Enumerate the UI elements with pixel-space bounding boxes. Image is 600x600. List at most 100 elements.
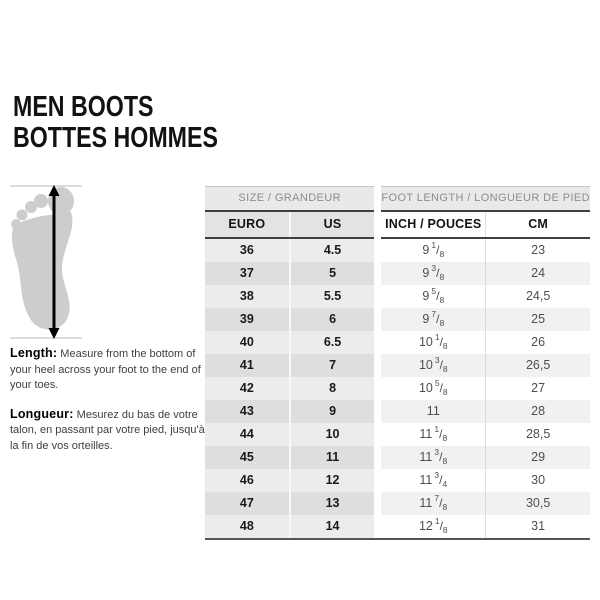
us-cell: 13 — [325, 496, 340, 510]
group-header-foot-length: FOOT LENGTH / LONGUEUR DE PIED — [381, 187, 590, 212]
inch-cell: 12 1/8 — [381, 515, 487, 538]
inch-cell: 11 — [381, 400, 487, 423]
foot-length-group: FOOT LENGTH / LONGUEUR DE PIED INCH / PO… — [381, 186, 590, 538]
us-cell: 12 — [325, 473, 340, 487]
column-header-us: US — [323, 217, 342, 231]
euro-cell: 39 — [205, 308, 291, 331]
table-row: 46 12 — [205, 469, 375, 492]
inch-cell: 11 7/8 — [381, 492, 487, 515]
length-label-en: Length: — [10, 346, 58, 360]
us-cell: 10 — [325, 427, 340, 441]
us-cell: 5 — [329, 266, 337, 280]
cm-cell: 30 — [531, 473, 546, 487]
table-row: 38 5.5 — [205, 285, 375, 308]
inch-cell: 11 3/4 — [381, 469, 487, 492]
table-row: 9 3/8 24 — [381, 262, 590, 285]
us-cell: 4.5 — [323, 243, 342, 257]
length-label-fr: Longueur: — [10, 406, 74, 421]
cm-cell: 25 — [531, 312, 546, 326]
cm-cell: 29 — [531, 450, 546, 464]
cm-cell: 26 — [531, 335, 546, 349]
euro-cell: 41 — [205, 354, 291, 377]
inch-cell: 9 7/8 — [381, 308, 487, 331]
table-row: 9 7/8 25 — [381, 308, 590, 331]
us-cell: 5.5 — [323, 289, 342, 303]
us-cell: 6.5 — [323, 335, 342, 349]
title-fr: BOTTES HOMMES — [13, 122, 218, 154]
group-header-size: SIZE / GRANDEUR — [205, 187, 375, 212]
length-text-fr: Mesurez du bas de votre talon, en passan… — [10, 408, 205, 452]
column-header-cm: CM — [528, 217, 549, 231]
table-row: 44 10 — [205, 423, 375, 446]
euro-cell: 47 — [205, 492, 291, 515]
euro-cell: 44 — [205, 423, 291, 446]
cm-cell: 24,5 — [525, 289, 551, 303]
foot-outline-icon — [11, 187, 74, 330]
table-row: 36 4.5 — [205, 239, 375, 262]
table-row: 9 1/8 23 — [381, 239, 590, 262]
table-row: 10 3/8 26,5 — [381, 354, 590, 377]
cm-cell: 23 — [531, 243, 546, 257]
us-cell: 6 — [329, 312, 337, 326]
euro-cell: 46 — [205, 469, 291, 492]
cm-cell: 26,5 — [525, 358, 551, 372]
cm-cell: 24 — [531, 266, 546, 280]
us-cell: 11 — [325, 450, 340, 464]
euro-cell: 40 — [205, 331, 291, 354]
length-rows: 9 1/8 23 9 3/8 24 9 5/8 24,5 9 7/8 25 10 1/8 26 10 3/8 26… — [381, 239, 590, 538]
table-row: 9 5/8 24,5 — [381, 285, 590, 308]
table-row: 41 7 — [205, 354, 375, 377]
inch-cell: 10 5/8 — [381, 377, 487, 400]
euro-cell: 38 — [205, 285, 291, 308]
column-headers-size: EURO US — [205, 212, 375, 239]
cm-cell: 30,5 — [525, 496, 551, 510]
page-title: MEN BOOTS BOTTES HOMMES — [13, 92, 218, 154]
table-row: 48 14 — [205, 515, 375, 538]
table-row: 43 9 — [205, 400, 375, 423]
column-headers-foot-length: INCH / POUCES CM — [381, 212, 590, 239]
us-cell: 14 — [325, 519, 340, 533]
table-row: 11 7/8 30,5 — [381, 492, 590, 515]
table-row: 11 1/8 28,5 — [381, 423, 590, 446]
cm-cell: 28,5 — [525, 427, 551, 441]
foot-sole-icon — [10, 185, 82, 339]
cm-cell: 27 — [531, 381, 546, 395]
column-header-inch: INCH / POUCES — [381, 212, 487, 237]
size-rows: 36 4.5 37 5 38 5.5 39 6 40 6.5 41 7 42 8 43 9 44 10 45 11 46… — [205, 239, 375, 538]
euro-cell: 48 — [205, 515, 291, 538]
table-row: 40 6.5 — [205, 331, 375, 354]
measurement-instructions: Length: Measure from the bottom of your … — [10, 346, 208, 467]
measurement-arrow-icon — [48, 185, 60, 339]
us-cell: 7 — [329, 358, 337, 372]
table-row: 11 3/8 29 — [381, 446, 590, 469]
cm-cell: 28 — [531, 404, 546, 418]
cm-cell: 31 — [531, 519, 546, 533]
us-cell: 9 — [329, 404, 337, 418]
size-group: SIZE / GRANDEUR EURO US 36 4.5 37 5 38 5.5 39 6… — [205, 186, 375, 538]
inch-cell: 10 1/8 — [381, 331, 487, 354]
euro-cell: 43 — [205, 400, 291, 423]
table-row: 11 28 — [381, 400, 590, 423]
table-row: 10 5/8 27 — [381, 377, 590, 400]
euro-cell: 45 — [205, 446, 291, 469]
us-cell: 8 — [329, 381, 337, 395]
inch-cell: 11 1/8 — [381, 423, 487, 446]
table-row: 42 8 — [205, 377, 375, 400]
size-table: SIZE / GRANDEUR EURO US 36 4.5 37 5 38 5.5 39 6… — [205, 186, 590, 540]
length-text-en: Measure from the bottom of your heel acr… — [10, 348, 201, 391]
table-row: 47 13 — [205, 492, 375, 515]
table-row: 39 6 — [205, 308, 375, 331]
inch-cell: 9 1/8 — [381, 239, 487, 262]
euro-cell: 37 — [205, 262, 291, 285]
length-note-fr: Longueur: Mesurez du bas de votre talon,… — [10, 407, 208, 455]
table-row: 11 3/4 30 — [381, 469, 590, 492]
euro-cell: 42 — [205, 377, 291, 400]
column-header-euro: EURO — [205, 212, 291, 237]
table-row: 45 11 — [205, 446, 375, 469]
inch-cell: 11 3/8 — [381, 446, 487, 469]
inch-cell: 9 5/8 — [381, 285, 487, 308]
euro-cell: 36 — [205, 239, 291, 262]
table-row: 37 5 — [205, 262, 375, 285]
table-row: 12 1/8 31 — [381, 515, 590, 538]
